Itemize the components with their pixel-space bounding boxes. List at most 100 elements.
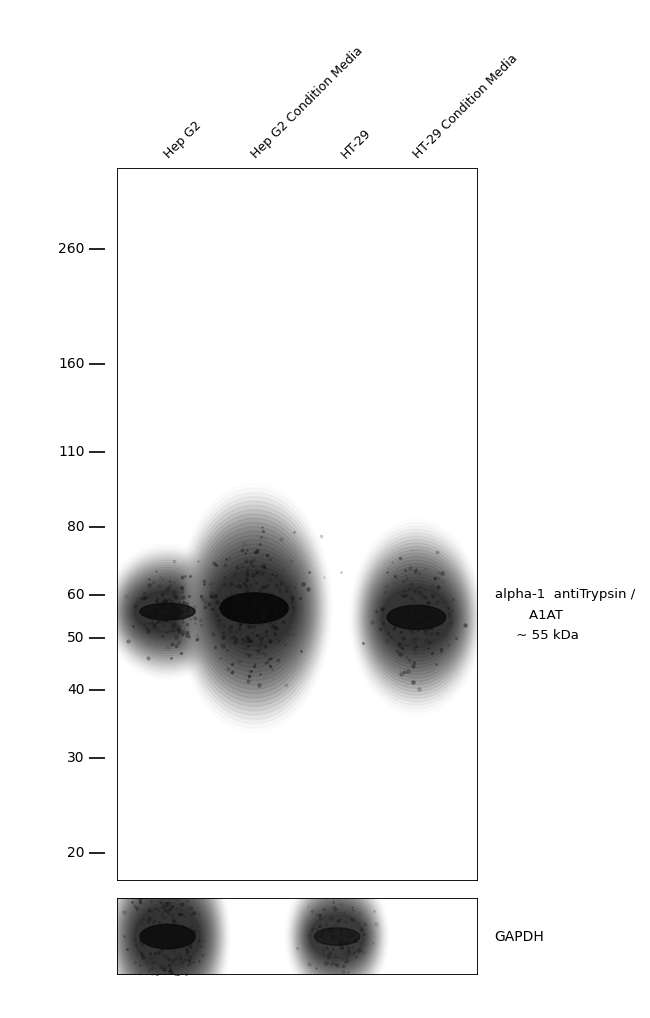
Ellipse shape [184, 501, 324, 716]
Ellipse shape [307, 907, 367, 966]
Ellipse shape [131, 583, 204, 639]
Ellipse shape [178, 488, 330, 728]
Ellipse shape [135, 590, 200, 632]
Ellipse shape [123, 572, 212, 652]
Ellipse shape [292, 878, 382, 996]
Ellipse shape [214, 570, 294, 646]
Ellipse shape [194, 522, 315, 693]
Ellipse shape [302, 898, 372, 975]
Text: 50: 50 [67, 630, 85, 644]
Ellipse shape [387, 606, 446, 629]
Ellipse shape [116, 861, 220, 1012]
Ellipse shape [288, 870, 386, 1003]
Ellipse shape [311, 915, 363, 958]
Text: GAPDH: GAPDH [495, 929, 545, 944]
Ellipse shape [180, 493, 328, 724]
Ellipse shape [300, 895, 374, 978]
Text: Hep G2: Hep G2 [162, 118, 204, 161]
Ellipse shape [109, 847, 226, 1018]
Text: 30: 30 [67, 751, 85, 765]
Ellipse shape [207, 553, 302, 664]
Ellipse shape [381, 583, 452, 651]
Ellipse shape [294, 883, 380, 991]
Ellipse shape [125, 574, 211, 649]
Ellipse shape [125, 882, 211, 992]
Ellipse shape [368, 557, 465, 678]
Ellipse shape [220, 592, 288, 623]
Ellipse shape [108, 844, 228, 1018]
Text: 80: 80 [67, 520, 85, 533]
Ellipse shape [197, 531, 311, 685]
Ellipse shape [298, 890, 376, 983]
Ellipse shape [131, 896, 204, 977]
Text: alpha-1  antiTrypsin /
        A1AT
     ~ 55 kDa: alpha-1 antiTrypsin / A1AT ~ 55 kDa [495, 588, 636, 642]
Ellipse shape [378, 577, 456, 658]
Ellipse shape [117, 864, 218, 1009]
Ellipse shape [309, 912, 365, 961]
Ellipse shape [190, 514, 318, 702]
Ellipse shape [134, 903, 202, 970]
Text: Hep G2 Condition Media: Hep G2 Condition Media [248, 44, 365, 161]
Ellipse shape [127, 579, 207, 644]
Ellipse shape [363, 547, 470, 688]
Ellipse shape [365, 550, 469, 685]
Ellipse shape [382, 587, 450, 647]
Ellipse shape [116, 560, 220, 663]
Ellipse shape [369, 560, 463, 675]
Ellipse shape [371, 563, 462, 671]
Ellipse shape [140, 604, 195, 620]
Text: 40: 40 [67, 683, 85, 697]
Text: HT-29 Condition Media: HT-29 Condition Media [411, 51, 520, 161]
Ellipse shape [299, 893, 375, 980]
Text: 20: 20 [67, 846, 85, 860]
Ellipse shape [196, 527, 313, 689]
Ellipse shape [315, 927, 360, 946]
Ellipse shape [122, 875, 213, 998]
Ellipse shape [308, 910, 366, 963]
Ellipse shape [129, 581, 206, 642]
Ellipse shape [374, 570, 459, 665]
Ellipse shape [213, 566, 296, 651]
Ellipse shape [117, 562, 218, 661]
Ellipse shape [304, 902, 370, 971]
Ellipse shape [295, 886, 379, 987]
Ellipse shape [114, 558, 221, 666]
Ellipse shape [188, 510, 320, 706]
Ellipse shape [126, 576, 209, 646]
Ellipse shape [118, 868, 216, 1005]
Ellipse shape [118, 565, 216, 659]
Ellipse shape [355, 529, 478, 705]
Ellipse shape [132, 899, 203, 974]
Ellipse shape [353, 526, 480, 709]
Ellipse shape [126, 886, 209, 987]
Ellipse shape [205, 549, 304, 668]
Ellipse shape [306, 905, 369, 968]
Ellipse shape [192, 518, 317, 698]
Ellipse shape [109, 551, 226, 673]
Ellipse shape [211, 561, 298, 655]
Ellipse shape [108, 549, 228, 675]
Text: 160: 160 [58, 356, 84, 371]
Ellipse shape [201, 540, 307, 676]
Ellipse shape [186, 505, 322, 711]
Ellipse shape [293, 881, 382, 993]
Text: 260: 260 [58, 242, 84, 257]
Ellipse shape [112, 854, 223, 1018]
Ellipse shape [291, 875, 384, 998]
Ellipse shape [111, 851, 224, 1018]
Ellipse shape [120, 871, 215, 1002]
Ellipse shape [366, 553, 467, 681]
Ellipse shape [182, 497, 326, 720]
Ellipse shape [358, 536, 475, 698]
Ellipse shape [127, 889, 207, 984]
Ellipse shape [114, 858, 221, 1015]
Ellipse shape [112, 556, 223, 668]
Ellipse shape [376, 573, 457, 661]
Ellipse shape [199, 535, 309, 681]
Ellipse shape [123, 879, 212, 995]
Ellipse shape [359, 540, 473, 695]
Ellipse shape [296, 888, 378, 985]
Ellipse shape [134, 588, 202, 635]
Ellipse shape [379, 580, 454, 655]
Text: HT-29: HT-29 [339, 126, 374, 161]
